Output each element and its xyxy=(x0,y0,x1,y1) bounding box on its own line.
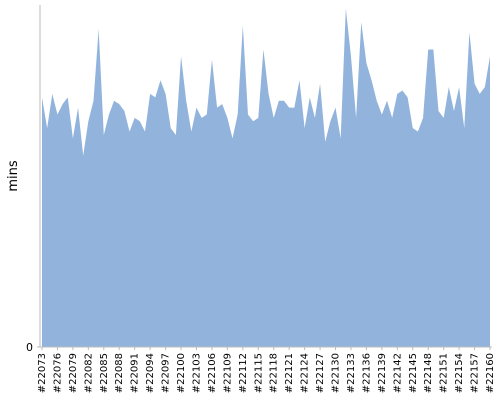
x-tick-label: #22136 xyxy=(361,353,372,393)
x-tick-label: #22112 xyxy=(238,353,249,393)
x-tick-label: #22118 xyxy=(269,353,280,393)
x-tick-label: #22100 xyxy=(176,353,187,393)
x-tick-label: #22073 xyxy=(37,353,48,393)
x-tick-label: #22157 xyxy=(470,353,481,393)
x-tick-label: #22106 xyxy=(207,353,218,393)
x-tick-label: #22148 xyxy=(423,353,434,393)
x-tick-label: #22091 xyxy=(130,353,141,393)
area xyxy=(42,8,490,347)
x-tick-label: #22130 xyxy=(331,353,342,393)
x-tick-label: #22076 xyxy=(52,353,63,393)
x-tick-label: #22103 xyxy=(191,353,202,393)
y-axis-label: mins xyxy=(6,160,21,192)
x-tick-label: #22160 xyxy=(485,353,496,393)
x-tick-label: #22121 xyxy=(284,353,295,393)
x-tick-label: #22154 xyxy=(454,353,465,393)
x-tick-label: #22145 xyxy=(408,353,419,393)
x-tick-label: #22109 xyxy=(222,353,233,393)
x-tick-label: #22079 xyxy=(68,353,79,393)
x-tick-label: #22085 xyxy=(99,353,110,393)
x-tick-label: #22127 xyxy=(315,353,326,393)
x-tick-label: #22139 xyxy=(377,353,388,393)
x-tick-label: #22151 xyxy=(439,353,450,393)
x-tick-label: #22142 xyxy=(392,353,403,393)
x-tick-label: #22094 xyxy=(145,353,156,393)
x-tick-label: #22133 xyxy=(346,353,357,393)
x-tick-label: #22097 xyxy=(161,353,172,393)
x-tick-label: #22088 xyxy=(114,353,125,393)
x-tick-label: #22082 xyxy=(83,353,94,393)
y-tick-label: 0 xyxy=(26,341,33,354)
x-tick-label: #22115 xyxy=(253,353,264,393)
x-tick-label: #22124 xyxy=(300,353,311,393)
